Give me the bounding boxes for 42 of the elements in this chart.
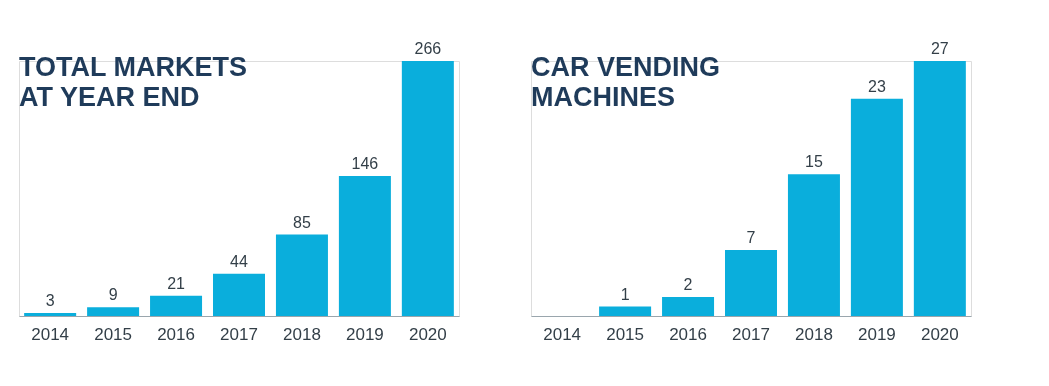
bar: [787, 174, 840, 316]
chart-title: TOTAL MARKETS AT YEAR END: [19, 52, 247, 112]
data-label: 2: [683, 276, 693, 294]
x-tick-label: 2017: [732, 324, 770, 344]
bar: [24, 313, 77, 316]
data-label: 27: [930, 40, 949, 57]
x-tick-label: 2014: [543, 324, 582, 344]
bar: [213, 273, 265, 316]
bar: [87, 307, 140, 316]
data-label: 85: [293, 213, 311, 231]
x-tick-label: 2019: [857, 324, 896, 344]
bar: [150, 295, 203, 316]
x-tick-label: 2020: [920, 324, 959, 344]
bar: [338, 176, 391, 316]
bar: [275, 234, 328, 316]
bar: [725, 249, 777, 316]
x-tick-label: 2015: [606, 324, 645, 344]
x-tick-label: 2018: [283, 324, 321, 344]
bar: [913, 61, 966, 316]
bar: [662, 297, 715, 316]
bar: [850, 98, 903, 316]
data-label: 3: [45, 292, 55, 310]
data-label: 7: [746, 228, 756, 246]
data-label: 21: [167, 274, 186, 292]
x-tick-label: 2016: [157, 324, 195, 344]
data-label: 9: [108, 286, 118, 304]
x-tick-label: 2014: [31, 324, 70, 344]
x-tick-label: 2019: [345, 324, 384, 344]
data-label: 44: [230, 252, 248, 270]
data-label: 146: [351, 155, 379, 173]
x-tick-label: 2018: [795, 324, 833, 344]
data-label: 1: [620, 285, 630, 303]
x-tick-label: 2016: [669, 324, 707, 344]
data-label: 266: [414, 40, 442, 57]
chart-title: CAR VENDING MACHINES: [531, 52, 721, 112]
data-label: 15: [805, 153, 823, 171]
x-tick-label: 2015: [94, 324, 133, 344]
bar: [599, 306, 652, 316]
x-tick-label: 2020: [408, 324, 447, 344]
data-label: 23: [868, 77, 886, 95]
bar: [401, 61, 454, 316]
x-tick-label: 2017: [220, 324, 258, 344]
